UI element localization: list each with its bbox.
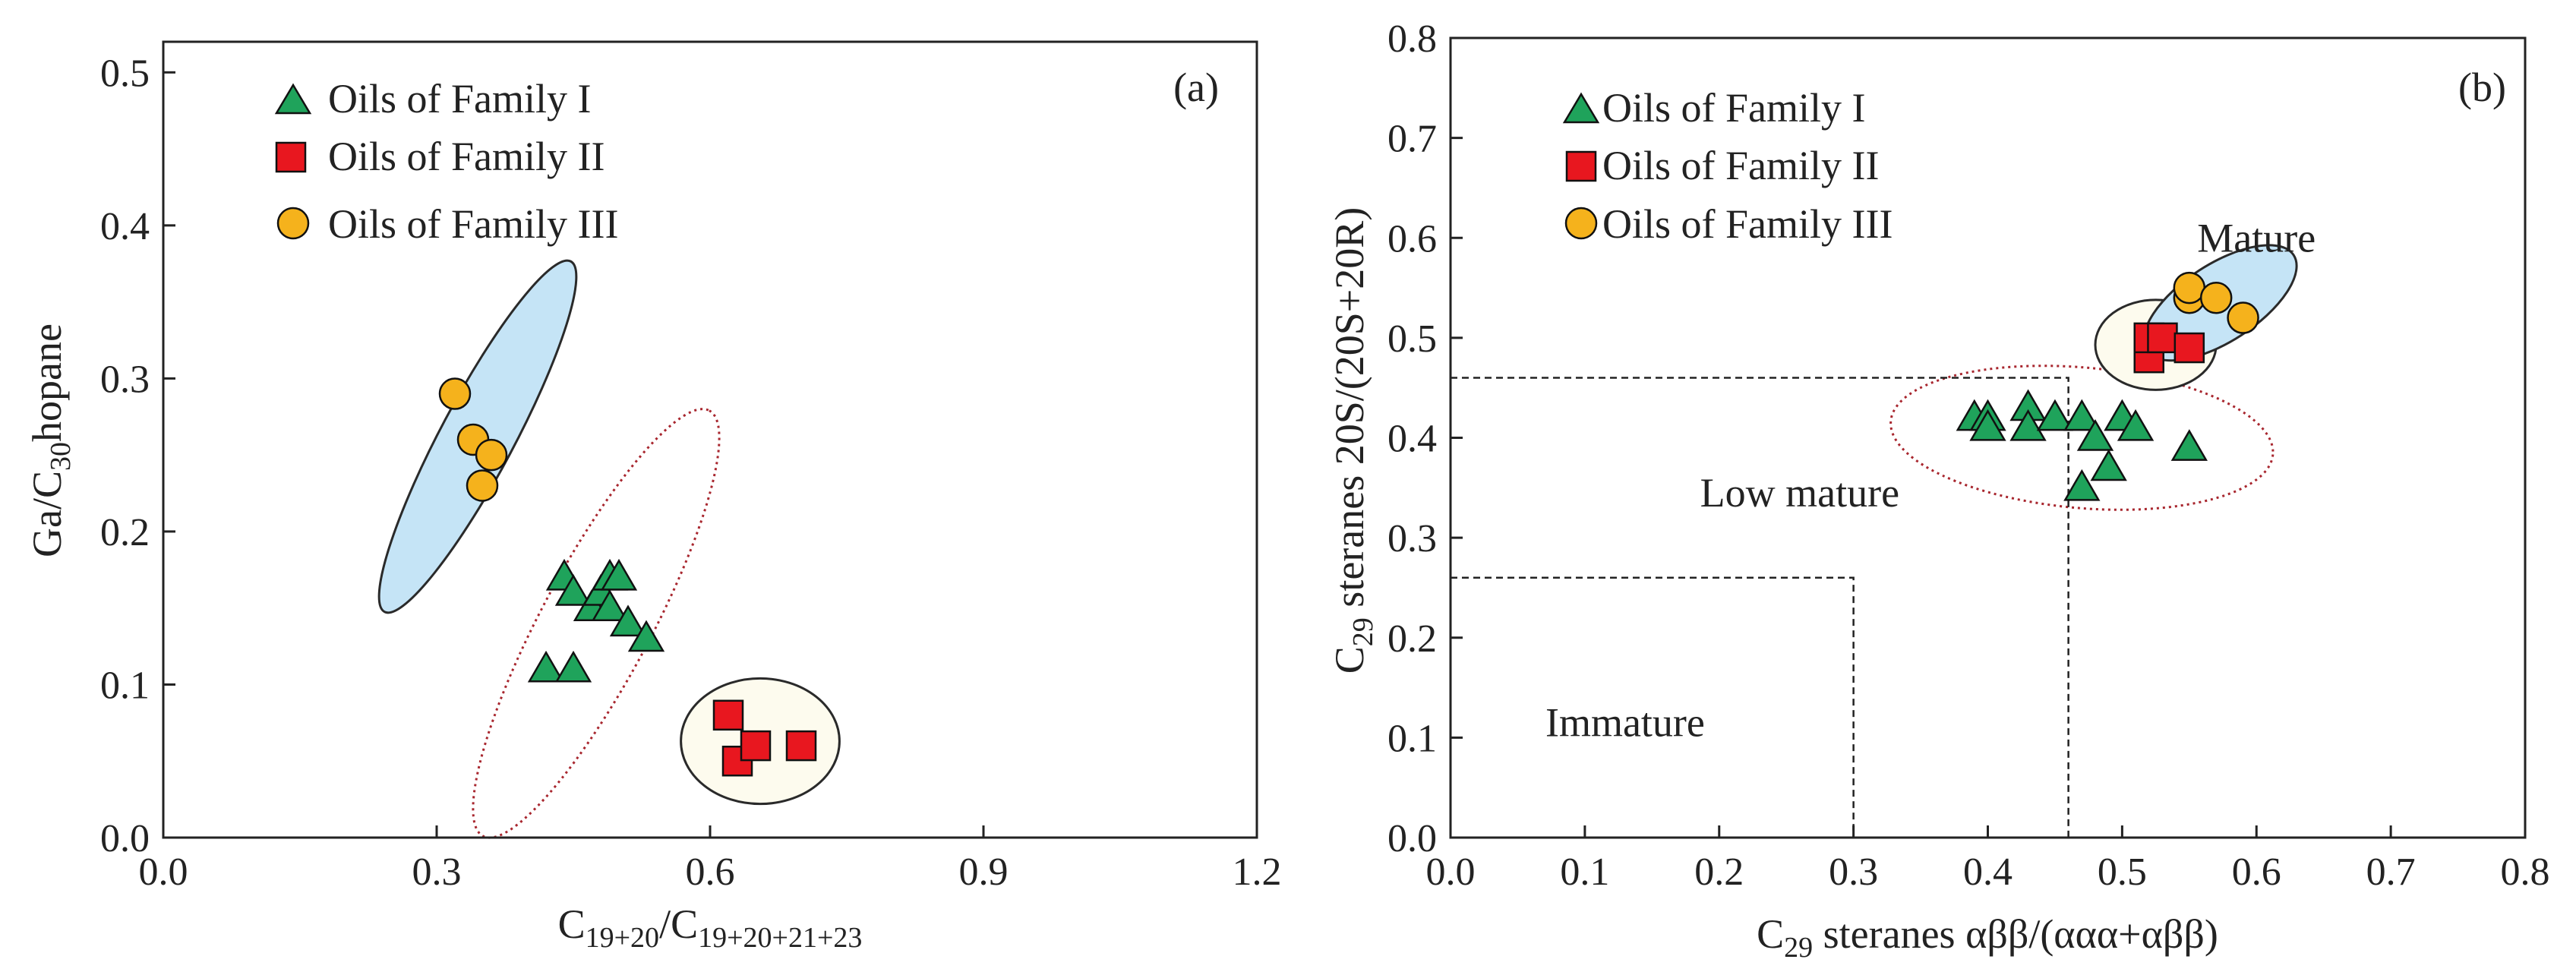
y-tick-label: 0.8 xyxy=(1387,17,1437,61)
family-1-point xyxy=(1969,409,2006,441)
family-2-point xyxy=(2174,332,2205,364)
panel-b-label: (b) xyxy=(2458,65,2506,110)
family-1-point xyxy=(2009,409,2047,441)
panel-b-chart: 0.0 0.1 0.2 0.3 0.4 0.5 0.6 0.7 0.8 0.0 0.1 0.2 0.3 0… xyxy=(1327,17,2550,964)
panel-b-frame xyxy=(1449,36,2527,839)
panel-b-legend-circle-icon xyxy=(1564,207,1598,240)
panel-b-legend-triangle-icon xyxy=(1562,92,1600,124)
y-tick-label: 0.0 xyxy=(100,817,150,860)
y-tick-label: 0.5 xyxy=(100,52,150,95)
family-2-point xyxy=(740,730,772,762)
region-label-immature: Immature xyxy=(1545,700,1705,746)
family-3-point xyxy=(438,377,472,410)
x-tick-label: 0.2 xyxy=(1694,850,1744,894)
panel-a-frame xyxy=(162,40,1258,839)
panel-a-legend-circle-icon xyxy=(276,207,310,240)
y-tick-label: 0.5 xyxy=(1387,317,1437,361)
x-tick-label: 0.1 xyxy=(1560,850,1609,894)
y-tick-label: 0.3 xyxy=(1387,517,1437,560)
x-tick-label: 1.2 xyxy=(1233,850,1282,894)
x-tick-label: 0.9 xyxy=(959,850,1009,894)
panel-a-legend-triangle-icon xyxy=(274,83,312,115)
y-tick-label: 0.0 xyxy=(1387,817,1437,860)
panel-a-legend-family-2: Oils of Family II xyxy=(328,134,605,179)
panel-a-legend-square-icon xyxy=(275,141,307,173)
panel-a-legend-family-1: Oils of Family I xyxy=(328,76,592,122)
region-label-low-mature: Low mature xyxy=(1700,470,1899,516)
family-1-point xyxy=(2170,429,2208,461)
y-tick-label: 0.2 xyxy=(1387,617,1437,661)
family-1-point xyxy=(554,650,592,683)
x-tick-label: 0.8 xyxy=(2501,850,2550,894)
x-tick-label: 0.3 xyxy=(1829,850,1878,894)
panel-b-legend-family-1: Oils of Family I xyxy=(1602,85,1866,131)
panel-b-legend-family-2: Oils of Family II xyxy=(1602,143,1879,188)
y-tick-label: 0.1 xyxy=(1387,717,1437,760)
family-1-point xyxy=(2117,409,2155,441)
y-tick-label: 0.4 xyxy=(1387,418,1437,461)
panel-b-legend: Oils of Family I Oils of Family II Oils … xyxy=(1562,85,1893,247)
x-tick-label: 0.6 xyxy=(2232,850,2281,894)
x-tick-label: 0.0 xyxy=(1426,850,1476,894)
family-1-point xyxy=(527,650,565,683)
panel-a-x-axis-label: C19+20/C19+20+21+23 xyxy=(558,901,863,954)
x-tick-label: 0.0 xyxy=(139,850,188,894)
panel-b-regions: Mature Low mature Immature xyxy=(1545,215,2316,745)
panel-a-y-axis-label: Ga/C30hopane xyxy=(24,323,77,557)
family-3-point xyxy=(466,469,499,502)
panel-b-legend-square-icon xyxy=(1565,150,1597,182)
family-3-point xyxy=(475,438,508,472)
panel-b-points xyxy=(1956,271,2259,501)
family-2-point xyxy=(712,699,744,731)
family-1-point xyxy=(600,558,638,591)
panel-b-x-axis-label: C29 steranes αββ/(ααα+αββ) xyxy=(1757,911,2218,964)
family-1-point xyxy=(2036,399,2074,431)
panel-a-label: (a) xyxy=(1173,65,1219,110)
low-mature-boundary xyxy=(1451,377,2069,838)
family-1-point xyxy=(2063,469,2101,501)
panel-a-points xyxy=(438,377,817,777)
x-tick-label: 0.3 xyxy=(412,850,462,894)
panel-b-legend-family-3: Oils of Family III xyxy=(1602,201,1893,247)
panel-b-ticks: 0.0 0.1 0.2 0.3 0.4 0.5 0.6 0.7 0.8 0.0 0.1 0.2 0.3 0… xyxy=(1387,17,2550,894)
y-tick-label: 0.2 xyxy=(100,511,150,554)
family-1-point xyxy=(2063,399,2101,431)
panel-a-ticks: 0.0 0.3 0.6 0.9 1.2 0.0 0.1 0.2 0.3 0.4 0.5 xyxy=(100,52,1282,894)
y-tick-label: 0.1 xyxy=(100,664,150,707)
x-tick-label: 0.4 xyxy=(1963,850,2012,894)
x-tick-label: 0.5 xyxy=(2098,850,2147,894)
family-1-point xyxy=(627,620,665,652)
family-1-point xyxy=(554,574,592,606)
x-tick-label: 0.7 xyxy=(2366,850,2416,894)
family-3-point xyxy=(2227,301,2259,334)
y-tick-label: 0.6 xyxy=(1387,217,1437,260)
y-tick-label: 0.7 xyxy=(1387,118,1437,161)
y-tick-label: 0.3 xyxy=(100,358,150,401)
panel-b-boundaries xyxy=(1451,377,2069,838)
immature-boundary xyxy=(1451,576,1855,838)
x-tick-label: 0.6 xyxy=(686,850,735,894)
family-2-point xyxy=(785,730,817,762)
panel-b-y-axis-label: C29 steranes 20S/(20S+20R) xyxy=(1327,207,1379,674)
panel-a-chart: 0.0 0.3 0.6 0.9 1.2 0.0 0.1 0.2 0.3 0.4 0.5 (a) Oi… xyxy=(24,40,1282,954)
family-1-point xyxy=(609,604,647,637)
y-tick-label: 0.4 xyxy=(100,205,150,248)
family-1-point xyxy=(591,589,629,621)
panel-a-legend-family-3: Oils of Family III xyxy=(328,201,618,247)
family-3-point xyxy=(2173,271,2206,305)
family-2-point xyxy=(2147,322,2178,354)
family-3-point xyxy=(2199,281,2233,314)
family-1-point xyxy=(2090,449,2127,481)
panel-a-legend: Oils of Family I Oils of Family II Oils … xyxy=(274,76,618,247)
family-1-point xyxy=(2076,419,2114,451)
region-label-mature: Mature xyxy=(2197,215,2316,260)
